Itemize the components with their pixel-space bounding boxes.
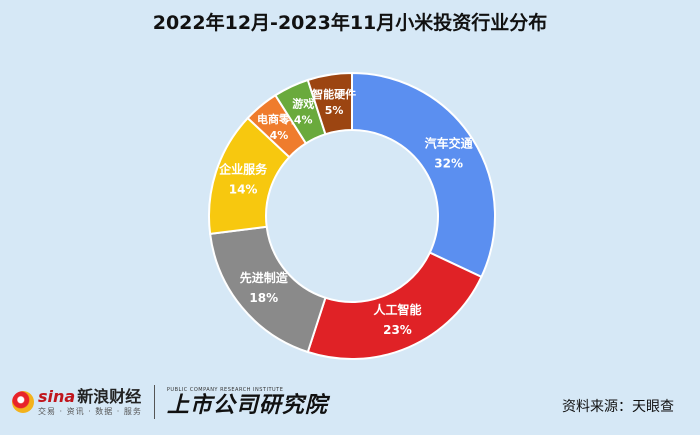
slice-label-percent: 4% <box>270 129 289 142</box>
slice-label-category: 企业服务 <box>218 162 268 177</box>
slice-label-percent: 5% <box>325 104 344 117</box>
institute-chinese-name: 上市公司研究院 <box>166 392 328 418</box>
slice-label-category: 汽车交通 <box>425 136 473 151</box>
sina-brand-name: 新浪财经 <box>77 386 142 406</box>
donut-slice-3 <box>209 225 327 354</box>
sina-finance-logo: sina 新浪财经 交易 · 资讯 · 数据 · 服务 <box>12 386 142 416</box>
slice-label-percent: 4% <box>294 113 313 126</box>
slice-label-category: 游戏 <box>292 96 314 110</box>
sina-eye-icon <box>12 391 34 413</box>
sina-tagline: 交易 · 资讯 · 数据 · 服务 <box>38 406 142 416</box>
research-institute-logo: PUBLIC COMPANY RESEARCH INSTITUTE 上市公司研究… <box>166 386 328 418</box>
donut-slice-1 <box>351 71 496 279</box>
donut-slice-7 <box>306 71 353 136</box>
sina-logo-text: sina <box>38 386 76 406</box>
slice-label-category: 智能硬件 <box>312 87 356 101</box>
logo-divider <box>153 385 155 419</box>
slice-label-percent: 18% <box>249 291 278 305</box>
slice-label-percent: 14% <box>229 183 258 197</box>
data-source: 资料来源：天眼查 <box>562 399 674 415</box>
slice-label-percent: 32% <box>434 157 463 171</box>
chart-title: 2022年12月-2023年11月小米投资行业分布 <box>152 12 548 34</box>
footer-logos: sina 新浪财经 交易 · 资讯 · 数据 · 服务 PUBLIC COMPAN… <box>12 382 328 422</box>
institute-english-name: PUBLIC COMPANY RESEARCH INSTITUTE <box>166 386 284 393</box>
slice-label-category: 人工智能 <box>373 302 421 317</box>
slice-label-category: 先进制造 <box>240 270 289 285</box>
slice-label-percent: 23% <box>383 323 412 337</box>
